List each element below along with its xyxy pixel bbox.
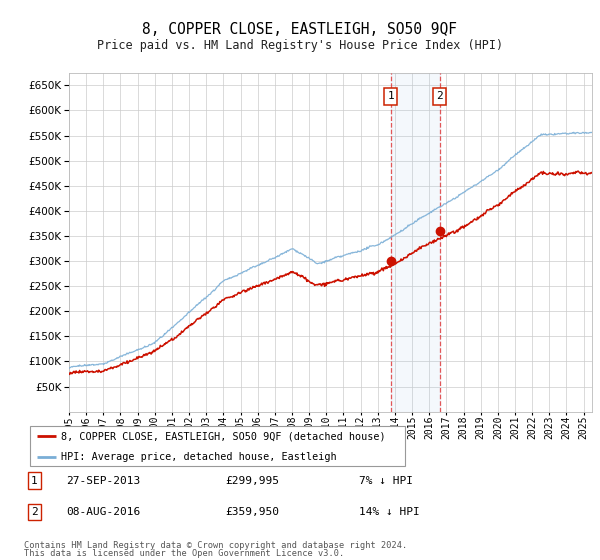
Text: 2: 2 (436, 91, 443, 101)
Text: Price paid vs. HM Land Registry's House Price Index (HPI): Price paid vs. HM Land Registry's House … (97, 39, 503, 52)
Text: This data is licensed under the Open Government Licence v3.0.: This data is licensed under the Open Gov… (24, 549, 344, 558)
Text: 1: 1 (31, 475, 37, 486)
Bar (391, 73, 440, 412)
Text: 08-AUG-2016: 08-AUG-2016 (66, 507, 140, 517)
Text: £359,950: £359,950 (225, 507, 279, 517)
Text: HPI: Average price, detached house, Eastleigh: HPI: Average price, detached house, East… (61, 452, 337, 462)
FancyBboxPatch shape (30, 426, 405, 466)
Text: 8, COPPER CLOSE, EASTLEIGH, SO50 9QF (detached house): 8, COPPER CLOSE, EASTLEIGH, SO50 9QF (de… (61, 432, 385, 441)
Text: 8, COPPER CLOSE, EASTLEIGH, SO50 9QF: 8, COPPER CLOSE, EASTLEIGH, SO50 9QF (143, 22, 458, 37)
Text: 7% ↓ HPI: 7% ↓ HPI (359, 475, 413, 486)
Text: 27-SEP-2013: 27-SEP-2013 (66, 475, 140, 486)
Text: 1: 1 (387, 91, 394, 101)
Text: 2: 2 (31, 507, 37, 517)
Text: £299,995: £299,995 (225, 475, 279, 486)
Text: 14% ↓ HPI: 14% ↓ HPI (359, 507, 419, 517)
Text: Contains HM Land Registry data © Crown copyright and database right 2024.: Contains HM Land Registry data © Crown c… (24, 541, 407, 550)
